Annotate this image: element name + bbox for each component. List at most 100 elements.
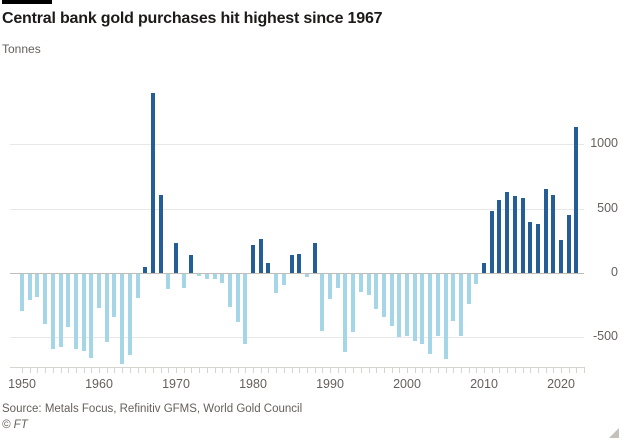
bar-2006	[451, 274, 456, 321]
bar-1974	[204, 274, 209, 280]
x-axis-label-1990: 1990	[316, 377, 344, 391]
bar-1984	[281, 274, 286, 285]
ft-copyright: © FT	[2, 419, 28, 431]
x-axis-label-1960: 1960	[85, 377, 113, 391]
gridline--500	[10, 337, 584, 339]
bar-1975	[212, 274, 217, 279]
axis-tick	[584, 368, 586, 373]
axis-tick	[214, 368, 216, 373]
axis-tick	[368, 368, 370, 373]
axis-tick	[422, 368, 424, 373]
axis-tick	[484, 368, 485, 373]
bar-2009	[474, 274, 479, 284]
bar-1963	[120, 274, 125, 365]
bar-1993	[351, 274, 356, 332]
axis-tick	[122, 368, 124, 373]
y-axis-label-500: 500	[597, 200, 618, 215]
axis-tick	[476, 368, 478, 373]
bar-1978	[235, 274, 240, 323]
axis-tick	[376, 368, 378, 373]
axis-tick	[199, 368, 201, 373]
axis-tick	[91, 368, 93, 373]
bar-2000	[405, 274, 409, 336]
bar-1950	[20, 274, 24, 312]
axis-tick	[460, 368, 462, 373]
axis-tick	[129, 368, 131, 373]
top-accent-bar	[2, 0, 52, 4]
axis-tick	[75, 368, 77, 373]
bar-1973	[197, 274, 202, 276]
bar-2007	[458, 274, 463, 337]
bar-1980	[251, 244, 255, 273]
bar-2002	[420, 274, 425, 345]
bar-1954	[50, 274, 55, 349]
axis-tick	[414, 368, 416, 373]
y-axis-label-0: 0	[611, 265, 618, 279]
axis-tick	[430, 368, 432, 373]
bar-1997	[381, 274, 386, 318]
bar-1959	[89, 274, 94, 358]
axis-tick	[522, 368, 524, 373]
resize-handle-icon[interactable]	[609, 428, 619, 438]
bar-1988	[312, 243, 317, 273]
axis-tick	[437, 368, 439, 373]
bar-2020	[559, 240, 563, 273]
axis-tick	[337, 368, 339, 373]
axis-tick	[499, 368, 501, 373]
axis-tick	[299, 368, 301, 373]
gridline-500	[10, 208, 584, 210]
bar-1968	[158, 195, 163, 273]
bar-2021	[566, 215, 571, 273]
bar-2004	[435, 274, 440, 336]
axis-tick	[260, 368, 262, 373]
bar-1957	[73, 274, 78, 349]
x-axis-label-1950: 1950	[8, 377, 36, 391]
bar-2022	[574, 126, 579, 273]
bar-2018	[543, 188, 548, 273]
axis-tick	[60, 368, 62, 373]
axis-tick	[445, 368, 447, 373]
bar-1965	[135, 274, 140, 299]
axis-tick	[229, 368, 231, 373]
bar-1971	[181, 274, 186, 288]
bar-2016	[528, 222, 533, 273]
source-text: Source: Metals Focus, Refinitiv GFMS, Wo…	[2, 403, 303, 415]
bar-1977	[227, 274, 232, 308]
axis-tick	[568, 368, 570, 373]
axis-tick	[391, 368, 393, 373]
chart-units-label: Tonnes	[2, 42, 41, 56]
axis-tick	[253, 368, 254, 373]
bar-2013	[505, 191, 510, 273]
bar-1986	[297, 254, 302, 273]
bar-1962	[112, 274, 117, 318]
axis-tick	[561, 368, 562, 373]
axis-tick	[52, 368, 54, 373]
bar-1961	[104, 274, 109, 343]
axis-tick	[237, 368, 239, 373]
bar-2014	[512, 195, 517, 273]
gridline-0	[10, 273, 584, 274]
axis-tick	[530, 368, 532, 373]
bar-1976	[220, 274, 225, 284]
bar-1994	[358, 274, 363, 293]
bar-1970	[174, 243, 178, 273]
axis-tick	[468, 368, 470, 373]
bar-1983	[274, 274, 279, 293]
bar-2019	[551, 195, 556, 273]
bar-1981	[258, 238, 263, 273]
axis-tick	[314, 368, 316, 373]
bar-1951	[27, 274, 32, 301]
y-axis-label--500: -500	[592, 329, 618, 344]
x-axis-label-1980: 1980	[239, 377, 267, 391]
chart-title: Central bank gold purchases hit highest …	[2, 10, 383, 27]
axis-tick	[22, 368, 23, 373]
axis-tick	[83, 368, 85, 373]
axis-tick	[106, 368, 108, 373]
bar-1999	[397, 274, 402, 338]
bar-1969	[166, 274, 171, 289]
axis-tick	[399, 368, 401, 373]
bar-1990	[328, 274, 332, 300]
bar-2005	[443, 274, 448, 360]
